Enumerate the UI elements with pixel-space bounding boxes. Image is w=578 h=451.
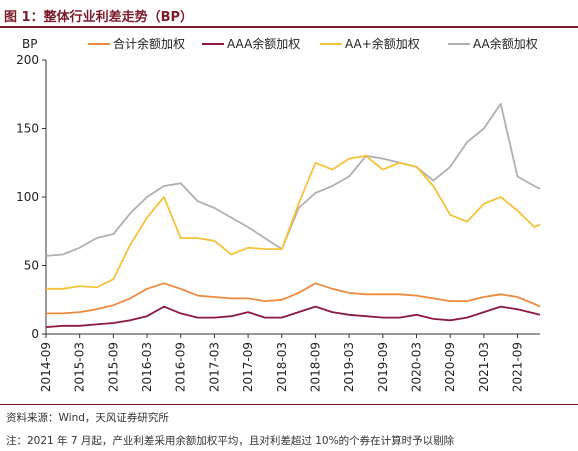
series-lines	[45, 102, 541, 328]
legend-label-aaa: AAA余额加权	[227, 36, 300, 51]
x-tick-label: 2021-09	[511, 342, 525, 392]
figure-title: 图 1：整体行业利差走势（BP）	[0, 0, 578, 30]
source-note: 资料来源：Wind，天风证券研究所	[6, 412, 169, 424]
y-tick-label: 150	[16, 122, 39, 136]
x-tick-label: 2016-09	[174, 342, 188, 392]
series-line-aaa	[45, 305, 541, 328]
x-tick-label: 2018-09	[308, 342, 322, 392]
legend-label-aa: AA余额加权	[473, 36, 538, 51]
series-line-aaplus	[46, 154, 541, 290]
y-axis-label: BP	[22, 37, 37, 51]
y-tick-label: 0	[31, 327, 39, 341]
y-tick-label: 200	[16, 53, 39, 67]
y-ticks: 0 50 100 150 200	[16, 53, 46, 341]
legend: 合计余额加权 AAA余额加权 AA+余额加权 AA余额加权	[88, 36, 538, 51]
x-tick-label: 2020-09	[443, 342, 457, 392]
series-line-aa	[45, 102, 541, 257]
y-tick-label: 50	[24, 259, 39, 273]
figure-title-text: 图 1：整体行业利差走势（BP）	[4, 10, 194, 25]
title-rule	[0, 26, 578, 28]
x-tick-label: 2020-03	[410, 342, 424, 392]
footer-rule	[0, 404, 578, 405]
x-tick-label: 2017-09	[241, 342, 255, 392]
line-chart: 合计余额加权 AAA余额加权 AA+余额加权 AA余额加权 BP 0 50 100 1…	[16, 36, 541, 392]
y-tick-label: 100	[16, 190, 39, 204]
footnote: 注：2021 年 7 月起，产业利差采用余额加权平均，且对利差超过 10%的个券…	[6, 435, 455, 447]
legend-label-total: 合计余额加权	[113, 36, 185, 51]
x-tick-label: 2018-03	[275, 342, 289, 392]
x-tick-label: 2014-09	[39, 342, 53, 392]
x-tick-label: 2019-03	[342, 342, 356, 392]
x-tick-label: 2021-03	[477, 342, 491, 392]
x-ticks: 2014-09 2015-03 2015-09 2016-03 2016-09 2017-…	[39, 334, 525, 392]
x-tick-label: 2015-03	[73, 342, 87, 392]
x-tick-label: 2017-03	[207, 342, 221, 392]
series-line-total	[46, 282, 541, 315]
x-tick-label: 2015-09	[106, 342, 120, 392]
x-tick-label: 2016-03	[140, 342, 154, 392]
legend-label-aaplus: AA+余额加权	[345, 36, 420, 51]
x-tick-label: 2019-09	[376, 342, 390, 392]
